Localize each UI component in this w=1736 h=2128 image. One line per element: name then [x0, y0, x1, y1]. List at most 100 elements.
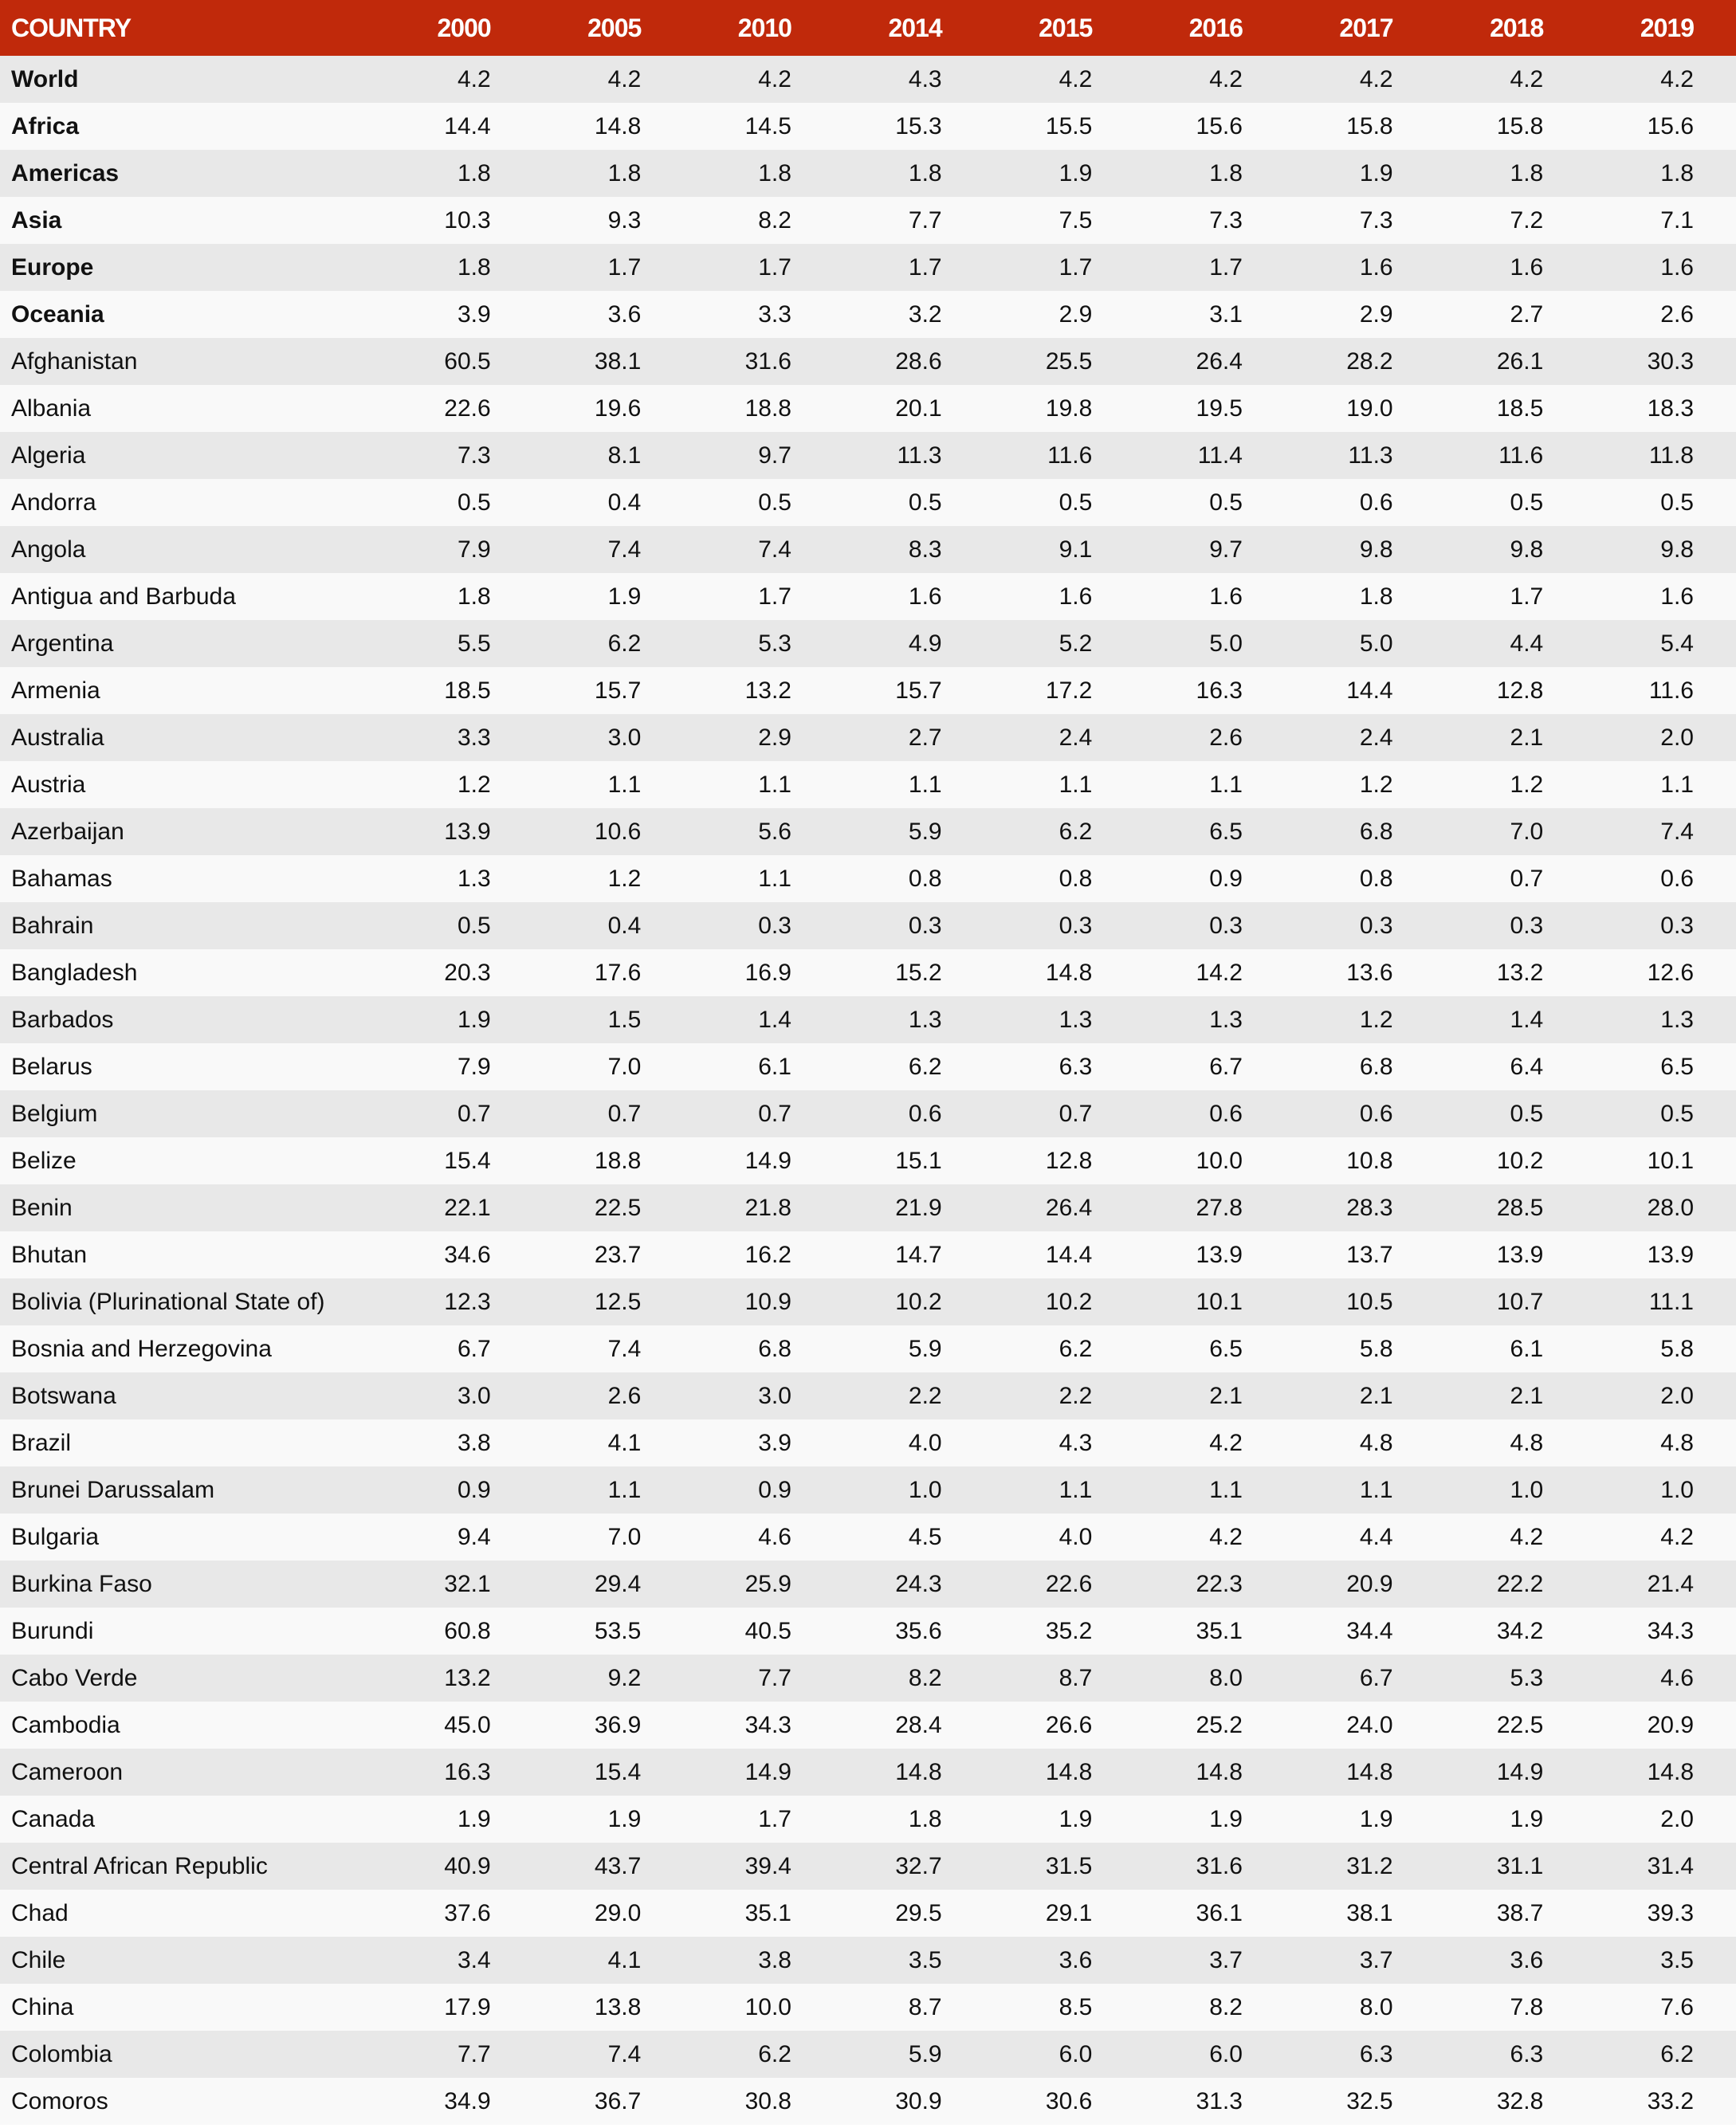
country-name: Burundi [0, 1608, 383, 1655]
value-cell: 18.5 [383, 667, 533, 714]
value-cell: 8.1 [532, 432, 684, 479]
value-cell: 15.6 [1134, 103, 1285, 150]
value-cell: 20.9 [1284, 1561, 1436, 1608]
value-cell: 1.0 [833, 1466, 984, 1514]
table-row: Chad 37.6 29.0 35.1 29.5 29.1 36.1 38.1 38.7 39.3 [0, 1890, 1736, 1937]
value-cell: 35.2 [984, 1608, 1135, 1655]
value-cell: 2.9 [984, 291, 1135, 338]
table-row: Algeria 7.3 8.1 9.7 11.3 11.6 11.4 11.3 11.6 11.8 [0, 432, 1736, 479]
value-cell: 1.5 [532, 996, 684, 1043]
table-row: Armenia 18.5 15.7 13.2 15.7 17.2 16.3 14.4 12.8 1… [0, 667, 1736, 714]
table-row: Bangladesh 20.3 17.6 16.9 15.2 14.8 14.2 13.6 13… [0, 949, 1736, 996]
value-cell: 23.7 [532, 1231, 684, 1278]
value-cell: 1.7 [532, 244, 684, 291]
value-cell: 29.4 [532, 1561, 684, 1608]
table-row: Belgium 0.7 0.7 0.7 0.6 0.7 0.6 0.6 0.5 0.5 [0, 1090, 1736, 1137]
value-cell: 0.5 [1435, 479, 1586, 526]
value-cell: 24.0 [1284, 1702, 1436, 1749]
value-cell: 0.3 [1284, 902, 1436, 949]
value-cell: 9.8 [1585, 526, 1736, 573]
value-cell: 15.2 [833, 949, 984, 996]
value-cell: 17.2 [984, 667, 1135, 714]
table-row: Austria 1.2 1.1 1.1 1.1 1.1 1.1 1.2 1.2 1.1 [0, 761, 1736, 808]
value-cell: 0.3 [1435, 902, 1586, 949]
country-name: Burkina Faso [0, 1561, 383, 1608]
country-name: Botswana [0, 1372, 383, 1419]
value-cell: 13.7 [1284, 1231, 1436, 1278]
value-cell: 1.8 [383, 244, 533, 291]
value-cell: 2.7 [833, 714, 984, 761]
value-cell: 31.5 [984, 1843, 1135, 1890]
value-cell: 1.7 [683, 573, 834, 620]
table-row: Bhutan 34.6 23.7 16.2 14.7 14.4 13.9 13.7 13.9 13… [0, 1231, 1736, 1278]
value-cell: 7.4 [532, 1325, 684, 1372]
value-cell: 15.5 [984, 103, 1135, 150]
value-cell: 16.9 [683, 949, 834, 996]
value-cell: 1.1 [1134, 761, 1285, 808]
country-name: Cameroon [0, 1749, 383, 1796]
value-cell: 1.8 [1134, 150, 1285, 197]
value-cell: 6.1 [683, 1043, 834, 1090]
value-cell: 5.8 [1585, 1325, 1736, 1372]
value-cell: 0.5 [383, 479, 533, 526]
value-cell: 3.3 [383, 714, 533, 761]
value-cell: 1.8 [683, 150, 834, 197]
value-cell: 13.9 [383, 808, 533, 855]
value-cell: 22.5 [1435, 1702, 1586, 1749]
region-name: Africa [0, 103, 383, 150]
value-cell: 10.3 [383, 197, 533, 244]
value-cell: 5.3 [1435, 1655, 1586, 1702]
value-cell: 4.1 [532, 1937, 684, 1984]
value-cell: 36.7 [532, 2078, 684, 2125]
value-cell: 2.1 [1435, 714, 1586, 761]
value-cell: 9.3 [532, 197, 684, 244]
value-cell: 14.8 [833, 1749, 984, 1796]
value-cell: 40.5 [683, 1608, 834, 1655]
value-cell: 4.2 [1134, 1514, 1285, 1561]
value-cell: 0.7 [984, 1090, 1135, 1137]
value-cell: 3.5 [1585, 1937, 1736, 1984]
value-cell: 10.8 [1284, 1137, 1436, 1184]
value-cell: 4.3 [833, 56, 984, 103]
country-name: Bahrain [0, 902, 383, 949]
value-cell: 10.6 [532, 808, 684, 855]
value-cell: 7.2 [1435, 197, 1586, 244]
value-cell: 8.3 [833, 526, 984, 573]
value-cell: 1.1 [1585, 761, 1736, 808]
value-cell: 2.0 [1585, 1372, 1736, 1419]
value-cell: 0.5 [1585, 479, 1736, 526]
value-cell: 34.2 [1435, 1608, 1586, 1655]
value-cell: 17.9 [383, 1984, 533, 2031]
value-cell: 6.5 [1134, 1325, 1285, 1372]
value-cell: 19.6 [532, 385, 684, 432]
value-cell: 60.8 [383, 1608, 533, 1655]
value-cell: 6.3 [1284, 2031, 1436, 2078]
value-cell: 1.1 [1284, 1466, 1436, 1514]
country-name: Belize [0, 1137, 383, 1184]
value-cell: 3.8 [383, 1419, 533, 1466]
value-cell: 32.8 [1435, 2078, 1586, 2125]
value-cell: 5.3 [683, 620, 834, 667]
value-cell: 12.5 [532, 1278, 684, 1325]
value-cell: 6.4 [1435, 1043, 1586, 1090]
value-cell: 1.9 [383, 1796, 533, 1843]
country-name: Brunei Darussalam [0, 1466, 383, 1514]
table-row: Oceania 3.9 3.6 3.3 3.2 2.9 3.1 2.9 2.7 2.6 [0, 291, 1736, 338]
value-cell: 4.2 [1435, 1514, 1586, 1561]
value-cell: 14.2 [1134, 949, 1285, 996]
value-cell: 7.1 [1585, 197, 1736, 244]
value-cell: 1.1 [1134, 1466, 1285, 1514]
value-cell: 32.5 [1284, 2078, 1436, 2125]
region-name: Oceania [0, 291, 383, 338]
header-row: COUNTRY 2000 2005 2010 2014 2015 2016 2017 2018 2… [0, 0, 1736, 56]
value-cell: 4.2 [1585, 1514, 1736, 1561]
value-cell: 32.1 [383, 1561, 533, 1608]
country-name: Austria [0, 761, 383, 808]
value-cell: 34.3 [683, 1702, 834, 1749]
value-cell: 1.7 [984, 244, 1135, 291]
value-cell: 1.1 [984, 761, 1135, 808]
value-cell: 4.0 [833, 1419, 984, 1466]
value-cell: 15.7 [532, 667, 684, 714]
table-row: Andorra 0.5 0.4 0.5 0.5 0.5 0.5 0.6 0.5 0.5 [0, 479, 1736, 526]
value-cell: 1.2 [1284, 761, 1436, 808]
